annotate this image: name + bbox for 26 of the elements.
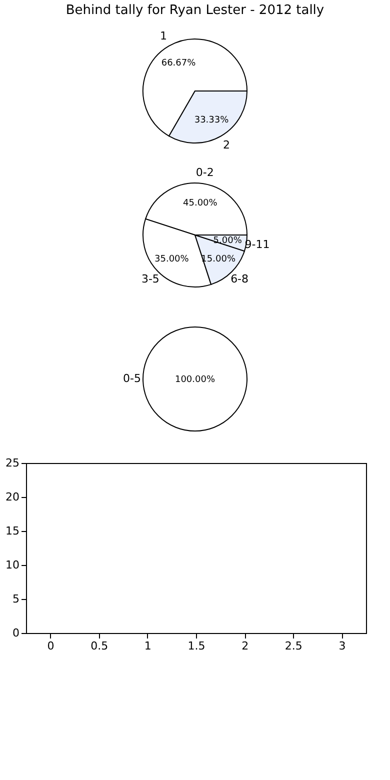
y-tick-label: 25 <box>6 456 20 470</box>
x-tick-label: 2 <box>242 640 249 652</box>
x-tick-label: 3 <box>338 640 346 652</box>
slice-label: 0-5 <box>123 372 141 385</box>
chart-title: Behind tally for Ryan Lester - 2012 tally <box>66 3 324 18</box>
slice-label: 2 <box>223 138 230 152</box>
y-tick-label: 0 <box>12 626 20 640</box>
x-tick-label: 1.5 <box>188 640 206 652</box>
slice-label: 6-8 <box>230 272 249 286</box>
data-label: 5.00% <box>213 236 242 246</box>
data-label: 35.00% <box>154 254 190 264</box>
y-tick-label: 15 <box>6 524 20 538</box>
x-tick-label: 2.5 <box>284 640 302 652</box>
data-label: 45.00% <box>183 198 218 208</box>
data-label: 33.33% <box>194 116 230 126</box>
x-tick-label: 0 <box>47 640 54 652</box>
y-tick-label: 20 <box>6 490 20 504</box>
data-label: 100.00% <box>174 375 216 385</box>
slice-label: 1 <box>160 29 167 42</box>
x-tick-label: 0.5 <box>90 640 108 652</box>
data-label: 66.67% <box>161 58 196 68</box>
y-tick-label: 5 <box>12 592 20 606</box>
slice-label: 3-5 <box>141 272 160 286</box>
y-tick-label: 10 <box>6 558 20 572</box>
x-tick-label: 1 <box>144 640 152 652</box>
slice-label: 0-2 <box>196 166 214 179</box>
